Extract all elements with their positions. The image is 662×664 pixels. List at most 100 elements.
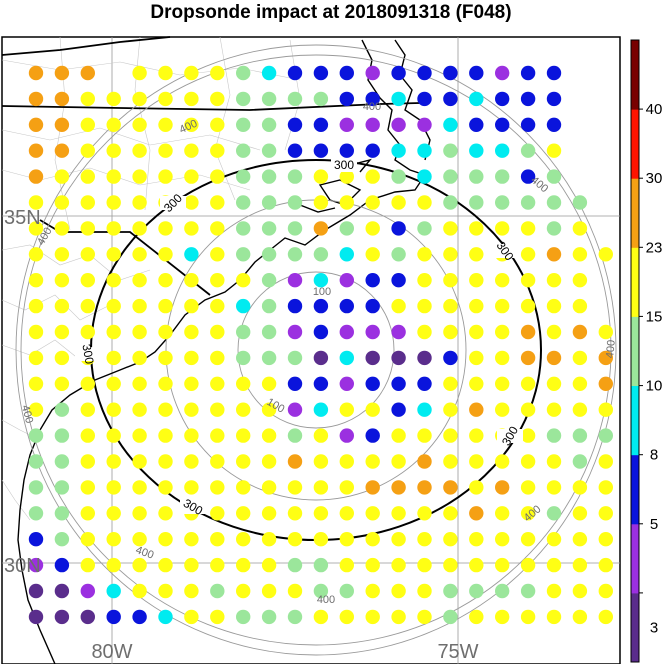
dropsonde-point [132, 532, 147, 547]
dropsonde-point [184, 247, 199, 262]
dropsonde-point [391, 350, 406, 366]
dropsonde-point [236, 557, 251, 573]
dropsonde-point [443, 169, 458, 184]
dropsonde-point [261, 65, 277, 81]
dropsonde-point [80, 557, 96, 573]
dropsonde-point [391, 428, 406, 443]
dropsonde-point [106, 221, 121, 236]
dropsonde-point [236, 609, 251, 625]
dropsonde-point [54, 195, 70, 210]
dropsonde-point [417, 169, 432, 184]
dropsonde-point [28, 169, 44, 184]
dropsonde-point [469, 454, 484, 469]
dropsonde-point [106, 376, 121, 391]
dropsonde-point [443, 506, 458, 521]
dropsonde-point [443, 557, 458, 573]
dropsonde-point [339, 273, 354, 288]
dropsonde-point [546, 143, 562, 158]
dropsonde-point [184, 609, 199, 625]
dropsonde-point [54, 557, 70, 573]
dropsonde-point [546, 428, 562, 443]
dropsonde-point [365, 324, 380, 340]
dropsonde-point [313, 117, 329, 132]
dropsonde-point [132, 376, 147, 391]
dropsonde-point [365, 583, 380, 599]
dropsonde-point [365, 117, 380, 132]
dropsonde-point [495, 376, 510, 391]
dropsonde-point [28, 402, 44, 417]
contour-100 [237, 271, 395, 429]
dropsonde-point [261, 221, 277, 236]
dropsonde-point [391, 298, 406, 314]
dropsonde-point [391, 65, 406, 81]
contour-label-300: 300 [334, 158, 354, 172]
dropsonde-point [417, 350, 432, 366]
dropsonde-point [443, 65, 458, 81]
dropsonde-point [339, 454, 354, 469]
dropsonde-point [261, 376, 277, 391]
dropsonde-point [106, 195, 121, 210]
dropsonde-point [80, 454, 96, 469]
dropsonde-point [339, 65, 354, 81]
dropsonde-point [184, 143, 199, 158]
dropsonde-point [28, 583, 44, 599]
colorbar-label: 30 [646, 170, 662, 187]
chart-title: Dropsonde impact at 2018091318 (F048) [150, 2, 512, 23]
dropsonde-point [210, 428, 225, 443]
contour-label-100: 100 [313, 286, 331, 298]
dropsonde-point [443, 247, 458, 262]
dropsonde-points [28, 65, 613, 625]
dropsonde-point [54, 428, 70, 443]
dropsonde-point [598, 532, 613, 547]
dropsonde-point [28, 350, 44, 366]
dropsonde-point [184, 480, 199, 495]
dropsonde-point [54, 454, 70, 469]
dropsonde-point [287, 532, 303, 547]
dropsonde-point [28, 195, 44, 210]
dropsonde-point [495, 143, 510, 158]
dropsonde-point [339, 532, 354, 547]
dropsonde-point [443, 117, 458, 132]
dropsonde-point [469, 480, 484, 495]
dropsonde-point [572, 221, 588, 236]
dropsonde-point [210, 350, 225, 366]
colorbar-segment [631, 592, 639, 663]
dropsonde-point [28, 65, 44, 81]
dropsonde-point [391, 402, 406, 417]
dropsonde-point [443, 195, 458, 210]
dropsonde-point [28, 247, 44, 262]
dropsonde-point [54, 402, 70, 417]
dropsonde-point [598, 402, 613, 417]
dropsonde-point [287, 273, 303, 288]
dropsonde-point [261, 143, 277, 158]
dropsonde-point [236, 376, 251, 391]
dropsonde-point [287, 609, 303, 625]
dropsonde-point [520, 221, 536, 236]
dropsonde-point [520, 350, 536, 366]
dropsonde-point [469, 402, 484, 417]
dropsonde-point [210, 65, 225, 81]
dropsonde-point [54, 117, 70, 132]
dropsonde-point [132, 91, 147, 107]
dropsonde-point [520, 557, 536, 573]
dropsonde-point [80, 532, 96, 547]
dropsonde-point [365, 609, 380, 625]
dropsonde-point [261, 195, 277, 210]
dropsonde-point [546, 273, 562, 288]
dropsonde-point [261, 609, 277, 625]
dropsonde-point [546, 298, 562, 314]
dropsonde-point [158, 91, 173, 107]
colorbar-segment [631, 40, 639, 110]
dropsonde-point [158, 454, 173, 469]
dropsonde-point [54, 65, 70, 81]
dropsonde-point [210, 609, 225, 625]
dropsonde-point [443, 480, 458, 495]
dropsonde-point [106, 506, 121, 521]
dropsonde-point [495, 117, 510, 132]
dropsonde-point [417, 506, 432, 521]
dropsonde-point [54, 91, 70, 107]
dropsonde-point [313, 350, 329, 366]
colorbar-label: 10 [646, 378, 662, 395]
dropsonde-point [339, 428, 354, 443]
colorbar-label: 23 [646, 239, 662, 256]
